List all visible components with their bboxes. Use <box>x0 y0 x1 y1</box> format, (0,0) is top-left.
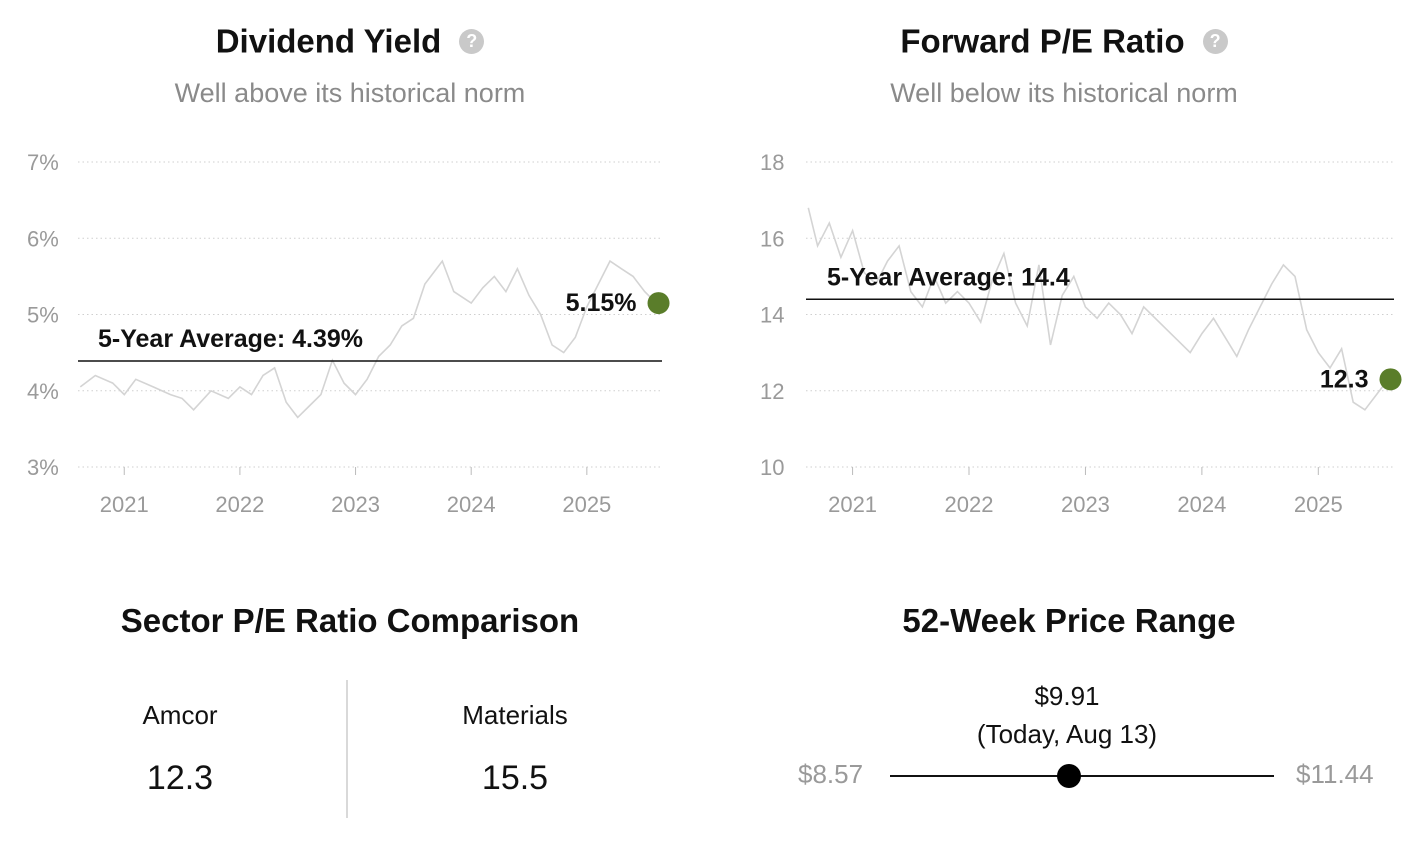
y-tick-label: 12 <box>760 379 784 404</box>
sector-item-amcor: Amcor 12.3 <box>15 700 345 798</box>
y-tick-label: 10 <box>760 455 784 480</box>
x-tick-label: 2023 <box>1061 492 1110 517</box>
forward-pe-panel: Forward P/E Ratio? Well below its histor… <box>710 0 1418 540</box>
y-tick-label: 6% <box>27 226 59 251</box>
forward-pe-chart: 18 16 14 12 10 2021 2022 2023 2024 2025 5-Year Ave… <box>760 150 1402 517</box>
price-range-current: $9.91 (Today, Aug 13) <box>950 677 1184 753</box>
x-tick-label: 2022 <box>945 492 994 517</box>
x-tick-label: 2025 <box>562 492 611 517</box>
series-line <box>79 259 657 419</box>
forward-pe-subtitle: Well below its historical norm <box>890 78 1238 108</box>
y-tick-label: 5% <box>27 303 59 328</box>
series-line <box>807 207 1389 411</box>
dividend-yield-panel: Dividend Yield? Well above its historica… <box>0 0 700 540</box>
sector-item-name: Materials <box>462 700 568 730</box>
x-tick-label: 2025 <box>1294 492 1343 517</box>
dividend-yield-title-row: Dividend Yield? <box>0 20 700 60</box>
x-tick-label: 2021 <box>828 492 877 517</box>
y-tick-label: 16 <box>760 226 784 251</box>
y-tick-label: 3% <box>27 455 59 480</box>
current-value-label: 12.3 <box>1320 365 1369 393</box>
x-tick-label: 2022 <box>215 492 264 517</box>
dividend-yield-subtitle: Well above its historical norm <box>174 78 526 108</box>
forward-pe-title-row: Forward P/E Ratio? <box>710 20 1418 60</box>
current-price: $9.91 <box>1034 681 1100 711</box>
question-circle-icon[interactable]: ? <box>459 28 485 54</box>
current-value-label: 5.15% <box>566 289 637 317</box>
y-tick-label: 4% <box>27 379 59 404</box>
range-low-label: $8.57 <box>798 759 864 789</box>
range-high-label: $11.44 <box>1296 759 1374 789</box>
sector-item-name: Amcor <box>142 700 218 730</box>
price-range-panel: 52-Week Price Range <box>720 590 1418 830</box>
x-tick-label: 2024 <box>447 492 496 517</box>
price-range-title: 52-Week Price Range <box>902 602 1236 639</box>
y-tick-label: 18 <box>760 150 784 175</box>
y-tick-label: 7% <box>27 150 59 175</box>
x-tick-label: 2024 <box>1177 492 1226 517</box>
range-current-marker <box>1057 764 1082 788</box>
sector-comparison-panel: Sector P/E Ratio Comparison Amcor 12.3 M… <box>0 590 700 830</box>
average-label: 5-Year Average: 4.39% <box>98 325 363 353</box>
x-tick-label: 2021 <box>100 492 149 517</box>
sector-item-value: 15.5 <box>481 759 549 797</box>
x-tick-label: 2023 <box>331 492 380 517</box>
sector-divider <box>346 680 348 818</box>
average-label: 5-Year Average: 14.4 <box>827 263 1070 291</box>
dividend-yield-title: Dividend Yield <box>215 22 442 60</box>
sector-item-value: 12.3 <box>146 759 214 797</box>
y-tick-label: 14 <box>760 303 784 328</box>
sector-item-materials: Materials 15.5 <box>350 700 680 798</box>
forward-pe-title: Forward P/E Ratio <box>900 22 1185 60</box>
sector-comparison-title: Sector P/E Ratio Comparison <box>120 602 580 639</box>
current-value-dot <box>1379 368 1402 391</box>
current-value-dot <box>647 292 670 315</box>
current-note: (Today, Aug 13) <box>976 719 1158 749</box>
dividend-yield-chart: 7% 6% 5% 4% 3% 2021 2022 2023 2024 2025 5-Year Ave… <box>27 150 670 517</box>
question-circle-icon[interactable]: ? <box>1202 28 1228 54</box>
range-track <box>890 775 1274 777</box>
